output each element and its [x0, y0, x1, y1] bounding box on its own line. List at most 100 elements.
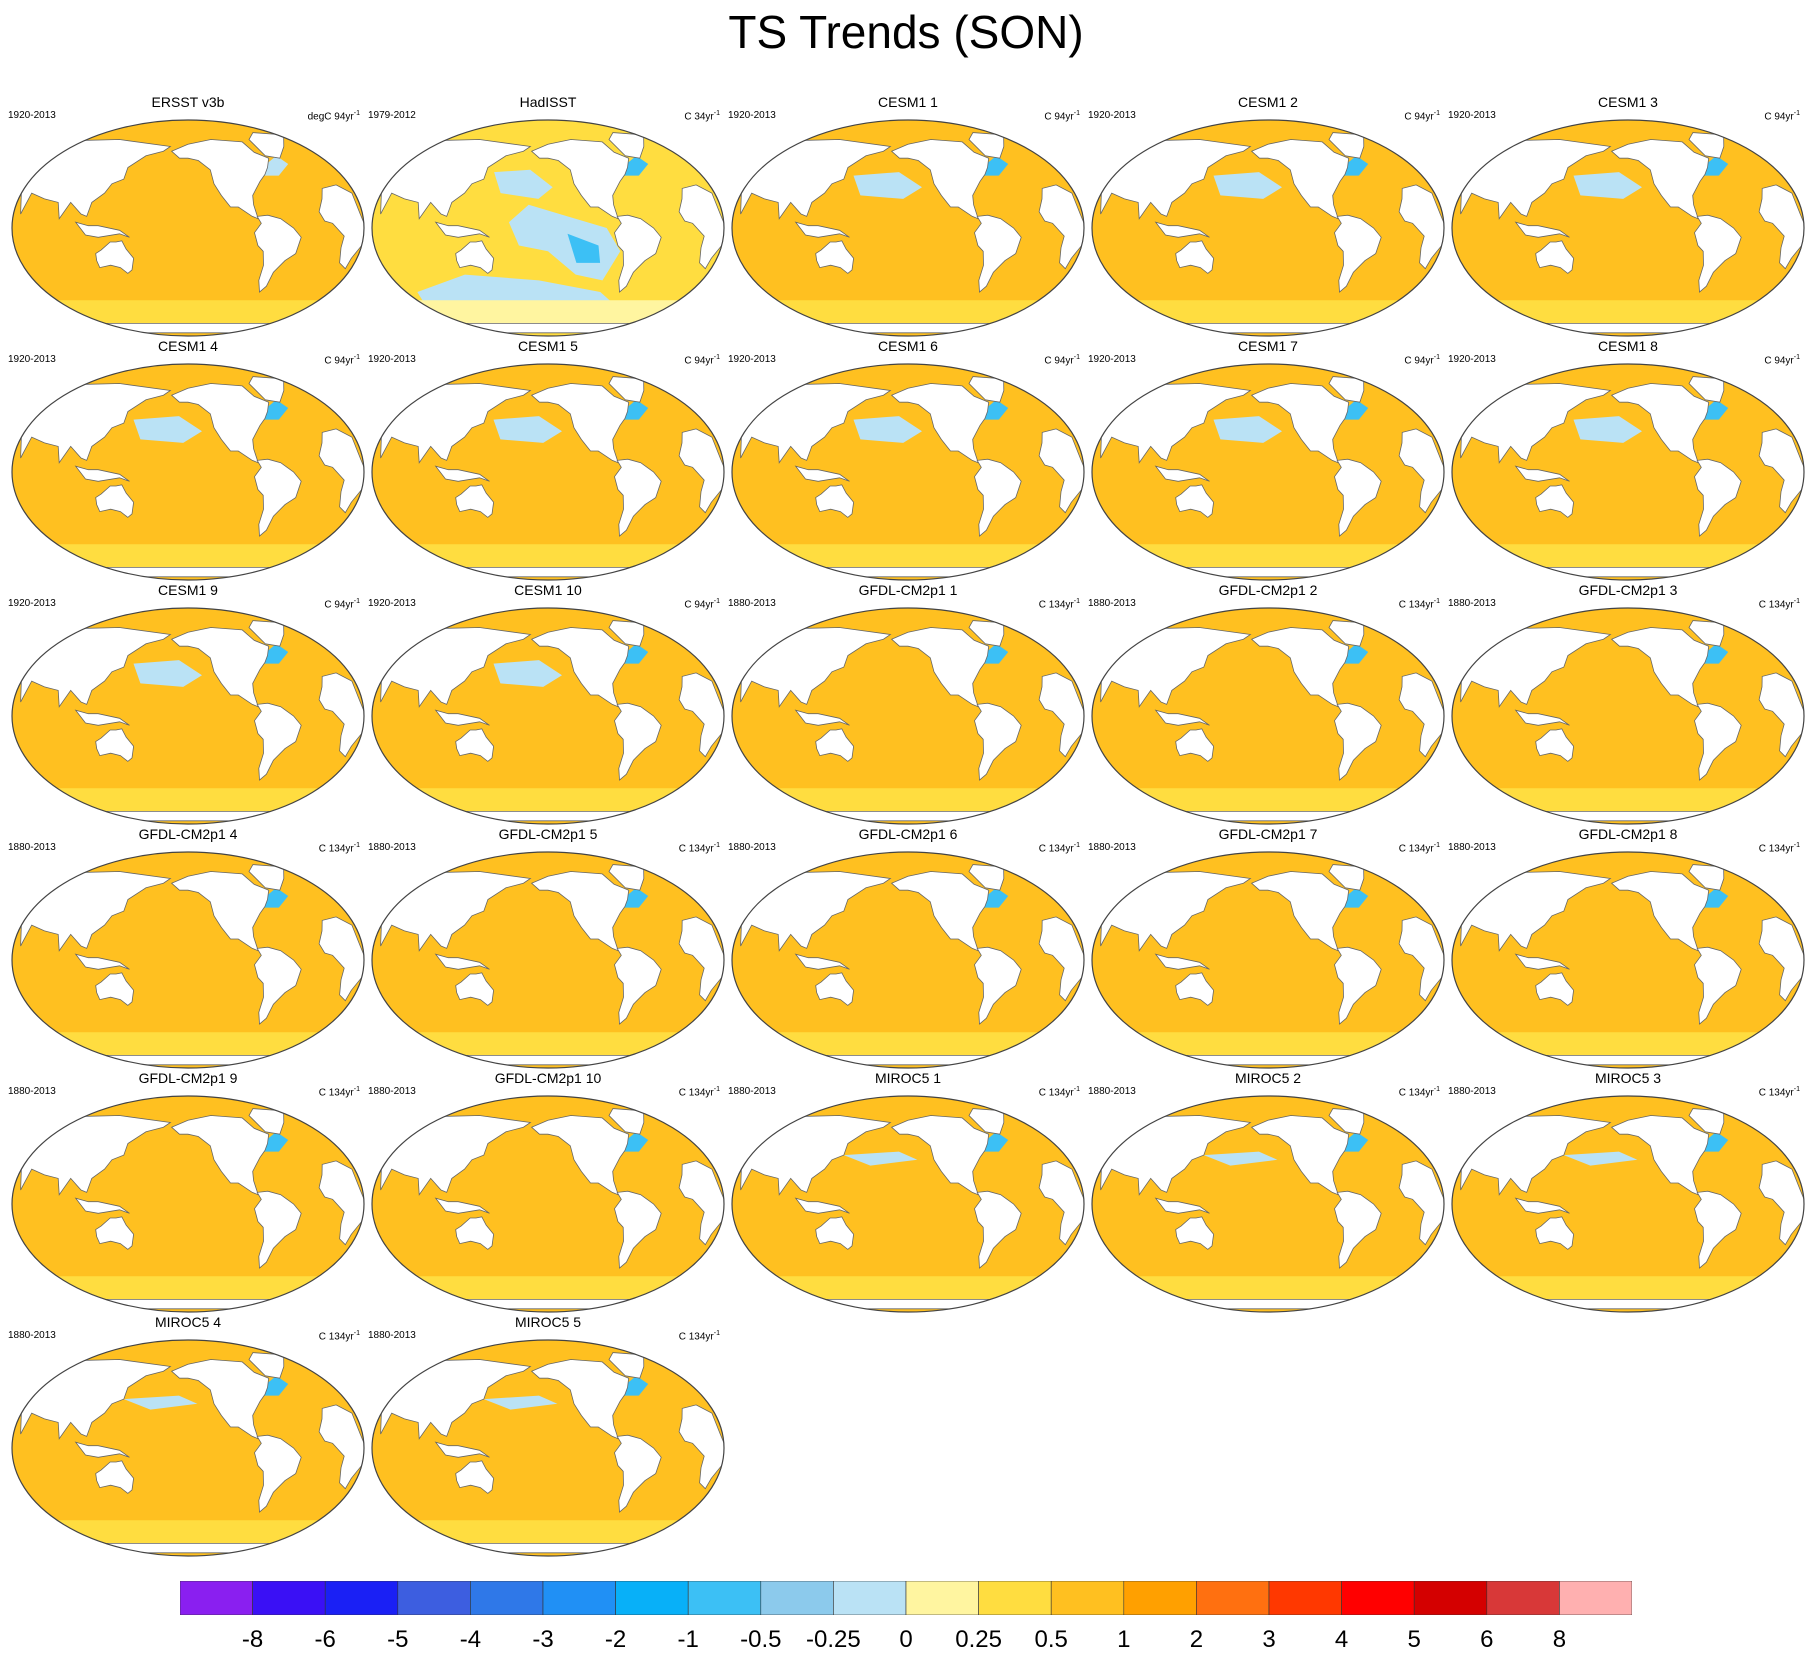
land-mass: [794, 221, 850, 238]
land-mass: [1334, 214, 1382, 293]
panel-period: 1920-2013: [1088, 110, 1136, 121]
land-mass: [455, 728, 495, 762]
land-mass: [1460, 871, 1612, 952]
land-mass: [1694, 458, 1742, 537]
land-mass: [890, 139, 990, 220]
land-mass: [1398, 428, 1444, 514]
land-mass: [1497, 1298, 1759, 1310]
land-mass: [20, 871, 172, 952]
southern-ocean-band: [1116, 300, 1420, 324]
land-mass: [815, 728, 855, 762]
land-mass: [57, 810, 319, 822]
map-plot: [1451, 851, 1805, 1069]
southern-ocean-band: [756, 544, 1060, 568]
map-panel: CESM1 5 1920-2013 C 94yr-1: [368, 338, 728, 581]
land-mass: [974, 702, 1022, 781]
colorbar-segment: [615, 1581, 689, 1615]
panel-period: 1920-2013: [8, 110, 56, 121]
panel-title: GFDL-CM2p1 8: [1578, 826, 1678, 842]
colorbar-segment: [1559, 1581, 1632, 1615]
land-mass: [254, 1190, 302, 1269]
north-atlantic-patch: [980, 887, 1009, 908]
panel-title: MIROC5 5: [514, 1314, 582, 1330]
southern-ocean-band: [36, 544, 340, 568]
land-mass: [1610, 627, 1710, 708]
map-plot: [1091, 851, 1445, 1069]
land-mass: [20, 383, 172, 464]
land-mass: [815, 972, 855, 1006]
land-mass: [170, 871, 270, 952]
negative-trend-patch: [494, 169, 553, 199]
panel-title: CESM1 10: [514, 582, 582, 598]
negative-trend-patch: [1213, 416, 1282, 443]
colorbar-tick-label: 8: [1552, 1626, 1567, 1653]
land-mass: [1758, 916, 1804, 1002]
north-atlantic-patch: [620, 1131, 649, 1152]
panel-units: C 94yr-1: [1404, 354, 1440, 367]
panel-units: C 134yr-1: [1398, 598, 1440, 611]
land-mass: [1334, 702, 1382, 781]
land-mass: [1514, 953, 1570, 970]
colorbar-segment: [1050, 1581, 1125, 1615]
southern-ocean-band: [756, 1276, 1060, 1300]
map-plot: [371, 1095, 725, 1313]
colorbar-segment: [1341, 1581, 1415, 1615]
land-mass: [1038, 672, 1084, 758]
land-mass: [1038, 1160, 1084, 1246]
land-mass: [794, 953, 850, 970]
panel-title: HadISST: [519, 94, 577, 110]
map-panel: CESM1 1 1920-2013 C 94yr-1: [728, 94, 1088, 337]
map-panel: GFDL-CM2p1 10 1880-2013 C 134yr-1: [368, 1070, 728, 1313]
negative-trend-patch: [843, 1151, 918, 1166]
land-mass: [74, 1197, 130, 1214]
land-mass: [455, 972, 495, 1006]
land-mass: [417, 1298, 679, 1310]
panel-units: C 94yr-1: [324, 354, 360, 367]
southern-ocean-band: [396, 300, 700, 324]
land-mass: [170, 139, 270, 220]
panel-period: 1880-2013: [728, 1086, 776, 1097]
panel-units: C 94yr-1: [1764, 110, 1800, 123]
land-mass: [1137, 566, 1399, 578]
southern-ocean-band: [396, 788, 700, 812]
colorbar-segment: [1486, 1581, 1560, 1615]
land-mass: [318, 1404, 364, 1490]
colorbar-tick-label: 5: [1407, 1626, 1421, 1653]
land-mass: [1460, 627, 1612, 708]
land-mass: [57, 566, 319, 578]
map-plot: [1091, 119, 1445, 337]
panel-title: ERSST v3b: [151, 94, 225, 110]
north-atlantic-patch: [1700, 1131, 1729, 1152]
panel-title: CESM1 6: [878, 338, 938, 354]
map-border: [1451, 119, 1805, 337]
map-plot: [371, 851, 725, 1069]
land-mass: [740, 383, 892, 464]
land-mass: [254, 1434, 302, 1513]
north-atlantic-patch: [980, 399, 1009, 420]
map-plot: [11, 1339, 365, 1557]
map-panel: ERSST v3b 1920-2013 degC 94yr-1: [8, 94, 368, 337]
land-mass: [974, 946, 1022, 1025]
land-mass: [1497, 566, 1759, 578]
land-mass: [57, 322, 319, 334]
map-border: [11, 1095, 365, 1313]
land-mass: [1460, 1115, 1612, 1196]
negative-trend-patch: [123, 1395, 198, 1410]
panel-units: C 134yr-1: [318, 1330, 360, 1343]
map-plot: [1451, 607, 1805, 825]
panel-period: 1880-2013: [1448, 598, 1496, 609]
map-panel: CESM1 9 1920-2013 C 94yr-1: [8, 582, 368, 825]
map-border: [11, 1339, 365, 1557]
land-mass: [1535, 728, 1575, 762]
land-mass: [890, 627, 990, 708]
map-panel: HadISST 1979-2012 C 34yr-1: [368, 94, 728, 337]
north-atlantic-patch: [620, 155, 649, 176]
panel-units: C 134yr-1: [678, 1086, 720, 1099]
land-mass: [455, 1460, 495, 1494]
map-border: [731, 851, 1085, 1069]
panel-title: CESM1 8: [1598, 338, 1658, 354]
colorbar-segment: [1413, 1581, 1488, 1615]
colorbar-tick-label: -8: [241, 1626, 264, 1653]
map-border: [371, 607, 725, 825]
land-mass: [1154, 953, 1210, 970]
